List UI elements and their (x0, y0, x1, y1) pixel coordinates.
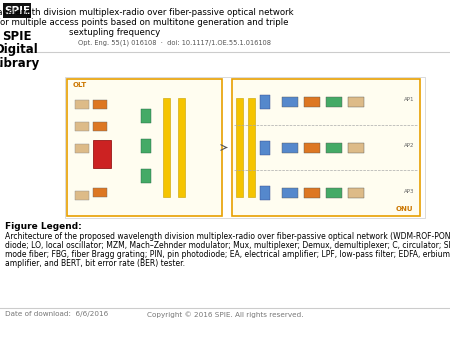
Text: AP2: AP2 (404, 143, 414, 148)
FancyBboxPatch shape (283, 97, 298, 107)
FancyBboxPatch shape (93, 122, 107, 131)
FancyBboxPatch shape (75, 144, 89, 153)
Text: sextupling frequency: sextupling frequency (69, 28, 161, 37)
Text: mode fiber; FBG, fiber Bragg grating; PIN, pin photodiode; EA, electrical amplif: mode fiber; FBG, fiber Bragg grating; PI… (5, 250, 450, 259)
Text: Library: Library (0, 56, 40, 70)
FancyBboxPatch shape (248, 98, 256, 197)
FancyBboxPatch shape (3, 3, 31, 18)
Text: Date of download:  6/6/2016: Date of download: 6/6/2016 (5, 311, 108, 317)
FancyBboxPatch shape (75, 122, 89, 131)
FancyBboxPatch shape (348, 188, 364, 198)
FancyBboxPatch shape (67, 79, 222, 216)
FancyBboxPatch shape (326, 143, 342, 152)
FancyBboxPatch shape (163, 98, 170, 197)
Text: Digital: Digital (0, 44, 39, 56)
FancyBboxPatch shape (93, 188, 107, 197)
FancyBboxPatch shape (141, 109, 151, 123)
FancyBboxPatch shape (93, 140, 111, 168)
FancyBboxPatch shape (232, 79, 419, 216)
Text: amplifier, and BERT, bit error rate (BER) tester.: amplifier, and BERT, bit error rate (BER… (5, 259, 185, 268)
FancyBboxPatch shape (283, 143, 298, 152)
Text: AP1: AP1 (404, 97, 414, 102)
Text: OLT: OLT (73, 82, 87, 88)
FancyBboxPatch shape (75, 191, 89, 199)
FancyBboxPatch shape (304, 143, 320, 152)
FancyBboxPatch shape (348, 97, 364, 107)
Text: Architecture of the proposed wavelength division multiplex-radio over fiber-pass: Architecture of the proposed wavelength … (5, 232, 450, 241)
FancyBboxPatch shape (141, 169, 151, 183)
Text: From: Novel wavelength division multiplex-radio over fiber-passive optical netwo: From: Novel wavelength division multiple… (0, 8, 294, 17)
FancyBboxPatch shape (93, 100, 107, 109)
Text: SPIE: SPIE (4, 5, 30, 16)
FancyBboxPatch shape (141, 139, 151, 153)
FancyBboxPatch shape (326, 188, 342, 198)
Text: Figure Legend:: Figure Legend: (5, 222, 82, 231)
FancyBboxPatch shape (326, 97, 342, 107)
FancyBboxPatch shape (75, 100, 89, 109)
Text: architecture for multiple access points based on multitone generation and triple: architecture for multiple access points … (0, 18, 288, 27)
FancyBboxPatch shape (348, 143, 364, 152)
FancyBboxPatch shape (261, 95, 270, 109)
FancyBboxPatch shape (304, 97, 320, 107)
Text: AP3: AP3 (404, 189, 414, 194)
FancyBboxPatch shape (65, 77, 425, 218)
Text: Opt. Eng. 55(1) 016108  ·  doi: 10.1117/1.OE.55.1.016108: Opt. Eng. 55(1) 016108 · doi: 10.1117/1.… (78, 39, 271, 46)
FancyBboxPatch shape (261, 141, 270, 154)
FancyBboxPatch shape (283, 188, 298, 198)
Text: ONU: ONU (396, 206, 414, 212)
Text: diode; LO, local oscillator; MZM, Mach–Zehnder modulator; Mux, multiplexer; Demu: diode; LO, local oscillator; MZM, Mach–Z… (5, 241, 450, 250)
FancyBboxPatch shape (179, 98, 185, 197)
FancyBboxPatch shape (261, 186, 270, 200)
Text: Copyright © 2016 SPIE. All rights reserved.: Copyright © 2016 SPIE. All rights reserv… (147, 311, 303, 318)
FancyBboxPatch shape (304, 188, 320, 198)
FancyBboxPatch shape (236, 98, 243, 197)
Text: SPIE: SPIE (2, 30, 32, 44)
